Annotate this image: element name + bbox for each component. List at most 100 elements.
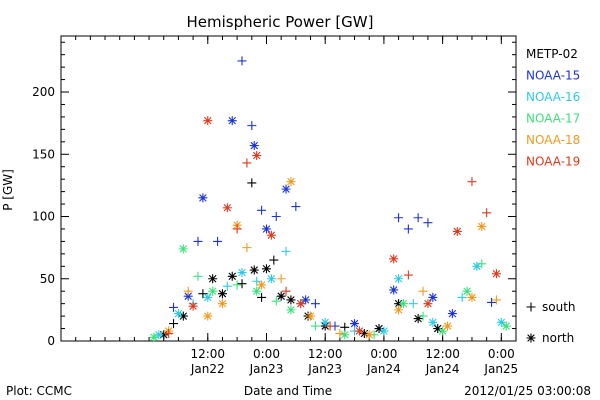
data-point-noaa-18 (443, 321, 453, 331)
data-point-noaa-15 (413, 213, 423, 223)
data-point-noaa-16 (379, 326, 389, 336)
data-point-noaa-16 (496, 317, 506, 327)
data-point-noaa-19 (203, 116, 213, 126)
data-point-noaa-19 (232, 224, 242, 234)
data-point-metp-02 (257, 292, 267, 302)
marker-legend: south north (526, 300, 576, 345)
data-point-noaa-15 (428, 292, 438, 302)
legend-entry: NOAA-16 (526, 90, 580, 104)
data-point-metp-02 (374, 324, 384, 334)
data-point-noaa-19 (325, 321, 335, 331)
data-point-noaa-17 (418, 311, 428, 321)
plot-frame (60, 35, 517, 342)
y-tick-label: 150 (32, 147, 55, 161)
data-point-noaa-18 (286, 177, 296, 187)
footer-credit: Plot: CCMC (6, 384, 72, 398)
data-point-noaa-16 (203, 292, 213, 302)
data-point-metp-02 (269, 255, 279, 265)
data-point-noaa-19 (242, 158, 252, 168)
data-point-noaa-15 (261, 224, 271, 234)
data-point-noaa-15 (394, 213, 404, 223)
data-point-noaa-15 (193, 236, 203, 246)
data-point-metp-02 (159, 330, 169, 340)
data-point-metp-02 (413, 314, 423, 324)
data-point-noaa-16 (252, 276, 262, 286)
marker-legend-label: north (542, 331, 574, 345)
x-tick-time: 0:00 (253, 347, 280, 361)
data-point-noaa-15 (249, 141, 259, 151)
data-point-metp-02 (178, 311, 188, 321)
data-point-noaa-17 (310, 321, 320, 331)
data-point-noaa-16 (472, 261, 482, 271)
data-point-noaa-15 (487, 297, 497, 307)
data-point-noaa-19 (467, 177, 477, 187)
y-tick-label: 100 (32, 210, 55, 224)
data-point-noaa-15 (403, 224, 413, 234)
data-point-noaa-17 (252, 286, 262, 296)
data-point-noaa-19 (354, 326, 364, 336)
series-noaa-17 (149, 244, 511, 342)
x-tick-date: Jan22 (190, 362, 225, 376)
data-point-noaa-18 (306, 311, 316, 321)
data-point-noaa-17 (232, 280, 242, 290)
data-point-noaa-16 (394, 274, 404, 284)
data-point-noaa-17 (398, 299, 408, 309)
data-point-noaa-15 (447, 309, 457, 319)
data-point-noaa-19 (296, 299, 306, 309)
data-point-noaa-18 (477, 221, 487, 231)
data-point-noaa-19 (403, 270, 413, 280)
series-metp-02 (159, 178, 443, 340)
data-point-noaa-15 (183, 291, 193, 301)
data-point-noaa-16 (408, 299, 418, 309)
x-tick-time: 12:00 (190, 347, 225, 361)
data-point-noaa-16 (428, 317, 438, 327)
data-point-metp-02 (247, 178, 257, 188)
data-point-metp-02 (249, 265, 259, 275)
data-point-metp-02 (276, 291, 286, 301)
data-point-noaa-18 (183, 286, 193, 296)
data-point-noaa-16 (457, 292, 467, 302)
data-point-noaa-19 (452, 226, 462, 236)
data-point-noaa-17 (501, 321, 511, 331)
data-point-noaa-15 (301, 295, 311, 305)
data-point-noaa-17 (149, 332, 159, 342)
data-point-metp-02 (433, 324, 443, 334)
marker-legend-label: south (542, 300, 576, 314)
data-point-noaa-18 (276, 274, 286, 284)
data-point-noaa-15 (247, 121, 257, 131)
data-point-noaa-18 (418, 286, 428, 296)
data-point-noaa-18 (217, 299, 227, 309)
footer-timestamp: 2012/01/25 03:00:08 (464, 384, 591, 398)
data-point-noaa-19 (482, 208, 492, 218)
legend-entry: NOAA-19 (526, 155, 580, 169)
data-point-metp-02 (227, 271, 237, 281)
data-point-noaa-15 (213, 236, 223, 246)
data-point-noaa-16 (237, 268, 247, 278)
data-point-noaa-15 (423, 218, 433, 228)
data-point-noaa-15 (350, 319, 360, 329)
chart-title: Hemispheric Power [GW] (187, 13, 374, 31)
y-tick-label: 200 (32, 85, 55, 99)
data-point-noaa-15 (389, 285, 399, 295)
data-point-noaa-18 (491, 295, 501, 305)
data-point-noaa-19 (252, 151, 262, 161)
data-point-noaa-15 (198, 193, 208, 203)
data-point-noaa-17 (208, 286, 218, 296)
marker-legend-symbol (526, 333, 536, 343)
data-point-noaa-17 (462, 286, 472, 296)
y-axis-label: P [GW] (1, 169, 15, 211)
x-tick-time: 12:00 (308, 347, 343, 361)
data-point-noaa-17 (286, 305, 296, 315)
legend-entry: NOAA-17 (526, 112, 580, 126)
data-point-noaa-18 (467, 292, 477, 302)
data-point-noaa-18 (242, 243, 252, 253)
x-tick-date: Jan24 (425, 362, 460, 376)
data-point-metp-02 (394, 299, 404, 309)
x-tick-time: 12:00 (425, 347, 460, 361)
data-point-noaa-16 (222, 281, 232, 291)
data-point-noaa-19 (389, 254, 399, 264)
data-point-metp-02 (359, 329, 369, 339)
data-point-noaa-15 (271, 212, 281, 222)
data-point-noaa-19 (222, 203, 232, 213)
